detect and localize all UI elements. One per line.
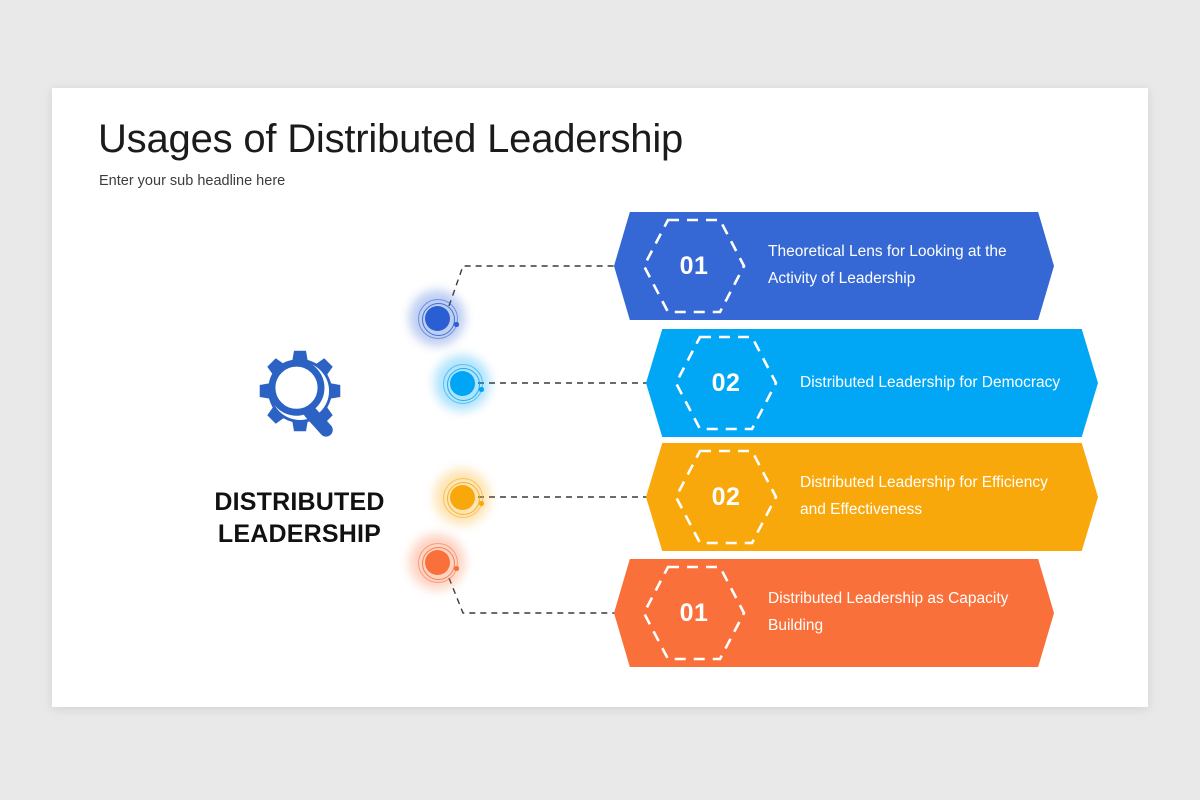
item-banner-3[interactable]: 02 Distributed Leadership for Efficiency… [646, 443, 1098, 551]
item-text-3: Distributed Leadership for Efficiency an… [800, 474, 1048, 518]
item-number-2: 02 [711, 368, 741, 397]
page-title: Usages of Distributed Leadership [98, 117, 684, 161]
node-dot-1-ring-outer [418, 299, 458, 339]
core-label-line-1: DISTRIBUTED [214, 487, 385, 516]
node-dot-4-ring-mid [421, 546, 455, 580]
item-number-1: 01 [679, 251, 709, 280]
node-dot-1[interactable] [409, 290, 465, 346]
item-banner-2-shape [646, 329, 1098, 437]
item-badge-1: 01 [642, 218, 746, 314]
item-badge-2: 02 [674, 335, 778, 431]
node-dot-3-core [449, 484, 475, 510]
item-banner-4[interactable]: 01 Distributed Leadership as Capacity Bu… [614, 559, 1054, 667]
node-dot-3-ring-mid [446, 481, 480, 515]
item-banner-1-shape [614, 212, 1054, 320]
item-badge-3: 02 [674, 449, 778, 545]
hexagon-dashed-outline-icon [642, 565, 746, 661]
node-dot-2-core [449, 370, 475, 396]
node-dot-3-ring-outer [443, 478, 483, 518]
node-dot-3[interactable] [434, 469, 490, 525]
node-dot-2-satellite [479, 387, 484, 392]
item-badge-4: 01 [642, 565, 746, 661]
node-dot-2[interactable] [434, 355, 490, 411]
hexagon-dashed-outline-icon [674, 449, 778, 545]
hexagon-dashed-outline-icon [674, 335, 778, 431]
page-subtitle: Enter your sub headline here [99, 173, 286, 189]
node-dot-4-ring-outer [418, 543, 458, 583]
core-label-line-2: LEADERSHIP [217, 519, 382, 548]
node-dot-4-core [424, 549, 450, 575]
node-dot-2-ring-outer [443, 364, 483, 404]
node-dot-3-satellite [479, 501, 484, 506]
gear-magnifier-icon [259, 350, 340, 437]
node-dot-4[interactable] [409, 534, 465, 590]
item-banner-2[interactable]: 02 Distributed Leadership for Democracy [646, 329, 1098, 437]
node-dot-1-ring-mid [421, 302, 455, 336]
item-text-2: Distributed Leadership for Democracy [800, 373, 1061, 391]
node-dot-1-core [424, 305, 450, 331]
hexagon-dashed-outline-icon [642, 218, 746, 314]
item-number-3: 02 [711, 482, 741, 511]
node-dot-2-ring-mid [446, 367, 480, 401]
core-label: DISTRIBUTED LEADERSHIP [214, 487, 384, 551]
item-banner-4-shape [614, 559, 1054, 667]
core-hexagon-content: DISTRIBUTED LEADERSHIP [103, 268, 496, 623]
item-text-1: Theoretical Lens for Looking at the Acti… [768, 243, 1007, 287]
item-banner-1[interactable]: 01 Theoretical Lens for Looking at the A… [614, 212, 1054, 320]
item-text-4: Distributed Leadership as Capacity Build… [768, 590, 1009, 634]
node-dot-4-satellite [454, 566, 459, 571]
item-number-4: 01 [679, 598, 709, 627]
item-banner-3-shape [646, 443, 1098, 551]
node-dot-1-satellite [454, 322, 459, 327]
